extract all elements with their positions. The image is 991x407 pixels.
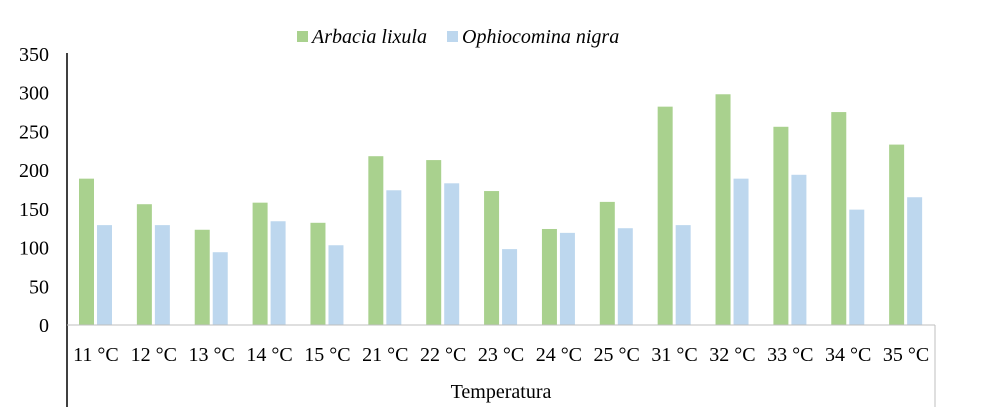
bar-arbacia-lixula [368,156,384,325]
bar-arbacia-lixula [136,204,152,325]
bar-ophiocomina-nigra [502,249,518,325]
bar-arbacia-lixula [484,191,500,325]
bar-ophiocomina-nigra [559,232,575,325]
x-tick-label: 31 °C [651,344,697,366]
bar-arbacia-lixula [773,126,789,325]
bar-ophiocomina-nigra [212,252,228,325]
bar-arbacia-lixula [79,178,94,325]
bar-arbacia-lixula [889,144,905,325]
bar-ophiocomina-nigra [444,183,460,325]
bar-arbacia-lixula [599,201,615,325]
bar-arbacia-lixula [657,106,673,325]
bar-arbacia-lixula [194,229,210,325]
bar-ophiocomina-nigra [617,228,633,325]
bar-arbacia-lixula [831,112,847,325]
bar-ophiocomina-nigra [907,197,923,325]
y-tick-label: 350 [19,44,49,66]
bar-arbacia-lixula [715,94,731,326]
bar-ophiocomina-nigra [849,209,865,325]
y-tick-label: 150 [19,199,49,221]
legend-swatch [297,31,308,42]
x-tick-label: 13 °C [188,344,234,366]
bar-ophiocomina-nigra [675,225,691,325]
x-tick-label: 34 °C [825,344,871,366]
x-tick-label: 22 °C [420,344,466,366]
x-tick-label: 12 °C [131,344,177,366]
bar-ophiocomina-nigra [97,225,112,325]
x-axis-title: Temperatura [451,381,552,403]
x-tick-label: 24 °C [536,344,582,366]
bar-ophiocomina-nigra [386,190,402,325]
legend-swatch [447,31,458,42]
bar-ophiocomina-nigra [328,245,344,325]
x-tick-label: 21 °C [362,344,408,366]
y-tick-label: 250 [19,121,49,143]
x-tick-label: 23 °C [478,344,524,366]
bar-arbacia-lixula [426,160,442,325]
bar-ophiocomina-nigra [270,221,286,325]
x-tick-label: 25 °C [594,344,640,366]
bar-arbacia-lixula [310,222,326,325]
x-tick-label: 35 °C [883,344,929,366]
y-tick-label: 50 [29,276,49,298]
bar-arbacia-lixula [252,202,268,325]
y-tick-label: 300 [19,83,49,105]
legend-label: Ophiocomina nigra [462,26,619,48]
x-tick-label: 14 °C [246,344,292,366]
y-tick-label: 0 [39,315,49,337]
bar-ophiocomina-nigra [154,225,170,325]
x-tick-label: 33 °C [767,344,813,366]
x-tick-label: 32 °C [709,344,755,366]
x-tick-label: 11 °C [73,344,119,366]
bar-ophiocomina-nigra [791,174,807,325]
legend-label: Arbacia lixula [310,26,427,48]
y-tick-label: 100 [19,238,49,260]
bar-ophiocomina-nigra [733,178,749,325]
bar-arbacia-lixula [541,228,557,325]
x-tick-label: 15 °C [304,344,350,366]
y-tick-label: 200 [19,160,49,182]
